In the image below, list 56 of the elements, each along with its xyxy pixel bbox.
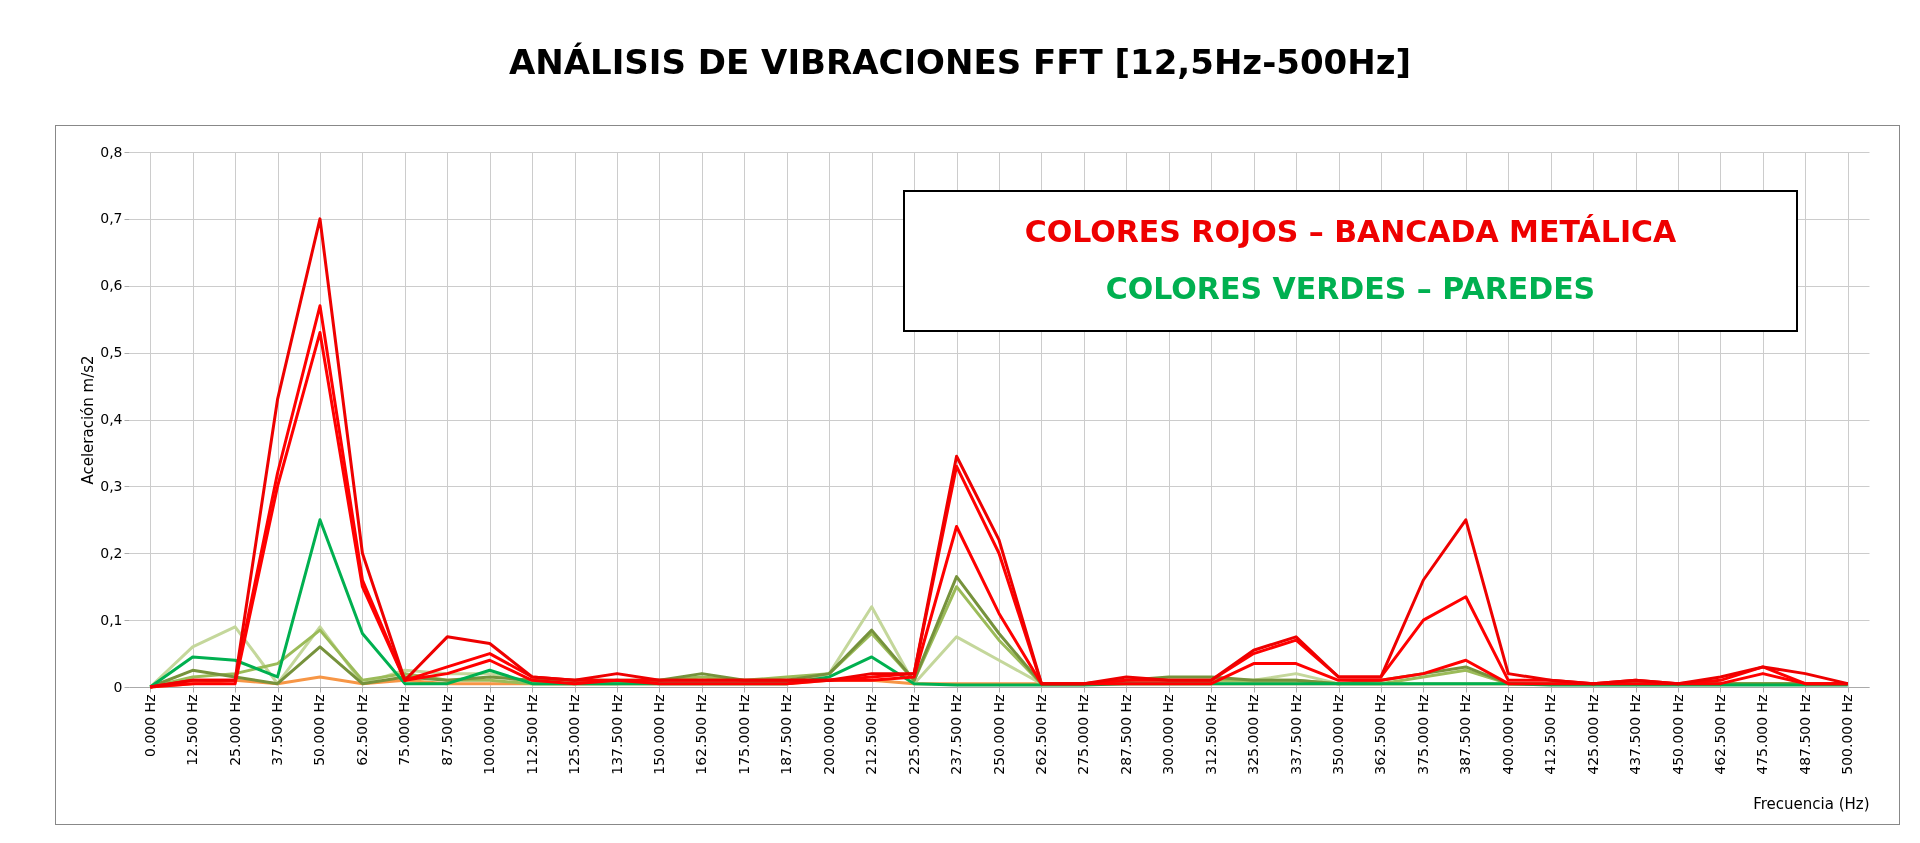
x-tick-label: 0.000 Hz	[141, 694, 158, 757]
x-tick-label: 187.500 Hz	[778, 694, 795, 775]
x-tick-label: 375.000 Hz	[1414, 694, 1431, 775]
y-tick-label: 0,1	[100, 611, 123, 628]
x-tick-label: 225.000 Hz	[905, 694, 922, 775]
x-tick-label: 250.000 Hz	[990, 694, 1007, 775]
x-tick-label: 125.000 Hz	[566, 694, 583, 775]
x-tick-label: 25.000 Hz	[226, 694, 243, 766]
y-tick-label: 0,5	[100, 344, 123, 361]
x-tick-label: 450.000 Hz	[1669, 694, 1686, 775]
x-tick-label: 112.500 Hz	[523, 694, 540, 775]
note-box: COLORES ROJOS – BANCADA METÁLICA COLORES VERDES – PAREDES	[903, 190, 1798, 332]
x-tick-label: 487.500 Hz	[1796, 694, 1813, 775]
x-tick-label: 62.500 Hz	[353, 694, 370, 766]
y-tick-label: 0,6	[100, 277, 123, 294]
x-axis-title: Frecuencia (Hz)	[1753, 794, 1870, 813]
x-tick-label: 387.500 Hz	[1457, 694, 1474, 775]
x-tick-label: 150.000 Hz	[650, 694, 667, 775]
chart-title: ANÁLISIS DE VIBRACIONES FFT [12,5Hz-500Hz]	[507, 42, 1412, 84]
x-tick-label: 200.000 Hz	[820, 694, 837, 775]
x-tick-label: 50.000 Hz	[311, 694, 328, 766]
x-tick-label: 87.500 Hz	[438, 694, 455, 766]
annotation: COLORES VERDES – PAREDES	[1104, 271, 1597, 306]
x-tick-label: 437.500 Hz	[1627, 694, 1644, 775]
x-tick-label: 337.500 Hz	[1287, 694, 1304, 775]
y-tick-label: 0	[113, 678, 123, 695]
x-tick-label: 350.000 Hz	[1330, 694, 1347, 775]
x-tick-label: 300.000 Hz	[1160, 694, 1177, 775]
y-tick-label: 0,8	[100, 143, 123, 160]
y-tick-label: 0,3	[100, 477, 123, 494]
x-tick-label: 362.500 Hz	[1372, 694, 1389, 775]
x-tick-label: 12.500 Hz	[184, 694, 201, 766]
x-tick-label: 162.500 Hz	[693, 694, 710, 775]
x-tick-label: 75.000 Hz	[396, 694, 413, 766]
x-tick-label: 237.500 Hz	[948, 694, 965, 775]
x-tick-label: 325.000 Hz	[1245, 694, 1262, 775]
y-axis-title: Aceleración m/s2	[79, 355, 98, 485]
x-tick-label: 400.000 Hz	[1499, 694, 1516, 775]
y-tick-label: 0,2	[100, 544, 123, 561]
x-tick-label: 287.500 Hz	[1117, 694, 1134, 775]
x-tick-label: 462.500 Hz	[1711, 694, 1728, 775]
x-tick-label: 175.000 Hz	[735, 694, 752, 775]
annotation: COLORES ROJOS – BANCADA METÁLICA	[1023, 214, 1678, 249]
x-tick-label: 475.000 Hz	[1754, 694, 1771, 775]
x-tick-label: 425.000 Hz	[1584, 694, 1601, 775]
x-tick-label: 100.000 Hz	[481, 694, 498, 775]
x-tick-label: 37.500 Hz	[269, 694, 286, 766]
x-tick-label: 500.000 Hz	[1839, 694, 1856, 775]
y-tick-label: 0,7	[100, 210, 123, 227]
x-tick-label: 275.000 Hz	[1075, 694, 1092, 775]
x-tick-label: 137.500 Hz	[608, 694, 625, 775]
x-tick-label: 262.500 Hz	[1032, 694, 1049, 775]
x-tick-label: 412.500 Hz	[1542, 694, 1559, 775]
x-tick-label: 212.500 Hz	[863, 694, 880, 775]
x-tick-label: 312.500 Hz	[1202, 694, 1219, 775]
y-tick-label: 0,4	[100, 411, 123, 427]
